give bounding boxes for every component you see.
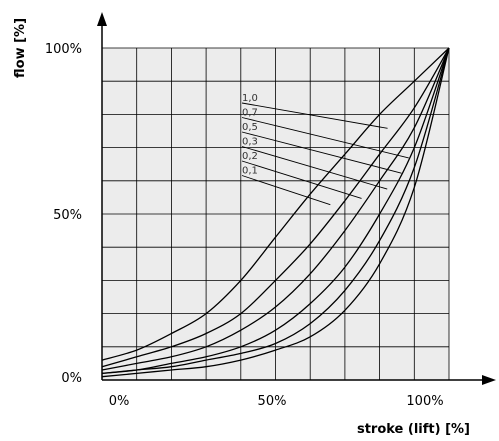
y-tick-label-2: 100% (45, 42, 82, 57)
series-line-1 (101, 47, 450, 368)
x-axis-arrow-icon (482, 375, 496, 385)
x-tick-label-2: 100% (406, 394, 443, 409)
x-tick-label-0: 0% (109, 394, 130, 409)
y-axis-arrow-icon (97, 12, 107, 26)
curve-label-leader-4 (241, 160, 362, 199)
grid (102, 47, 450, 380)
curve-label-0: 1,0 (242, 93, 258, 104)
series-line-4 (101, 47, 450, 375)
y-tick-label-1: 50% (53, 208, 82, 223)
y-axis-title: flow [%] (13, 18, 28, 78)
y-tick-label-0: 0% (61, 371, 82, 386)
curve-label-leader-2 (241, 131, 402, 174)
series-layer (101, 47, 450, 378)
x-axis-title: stroke (lift) [%] (357, 422, 470, 437)
curve-label-2: 0,5 (242, 122, 258, 133)
curve-label-leader-0 (241, 102, 388, 129)
curve-label-leader-1 (241, 117, 409, 159)
series-line-5 (101, 47, 450, 378)
curve-label-leader-5 (241, 175, 331, 206)
curve-label-4: 0,2 (242, 151, 258, 162)
curve-labels: 1,0 0,7 0,5 0,3 0,2 0,1 (241, 93, 409, 206)
curve-label-3: 0,3 (242, 137, 258, 148)
curve-label-1: 0,7 (242, 108, 258, 119)
curve-label-leader-3 (241, 146, 388, 190)
curve-label-5: 0,1 (242, 166, 258, 177)
series-line-3 (101, 47, 450, 375)
series-line-2 (101, 47, 450, 371)
series-line-0 (101, 47, 450, 361)
x-tick-label-1: 50% (258, 394, 287, 409)
